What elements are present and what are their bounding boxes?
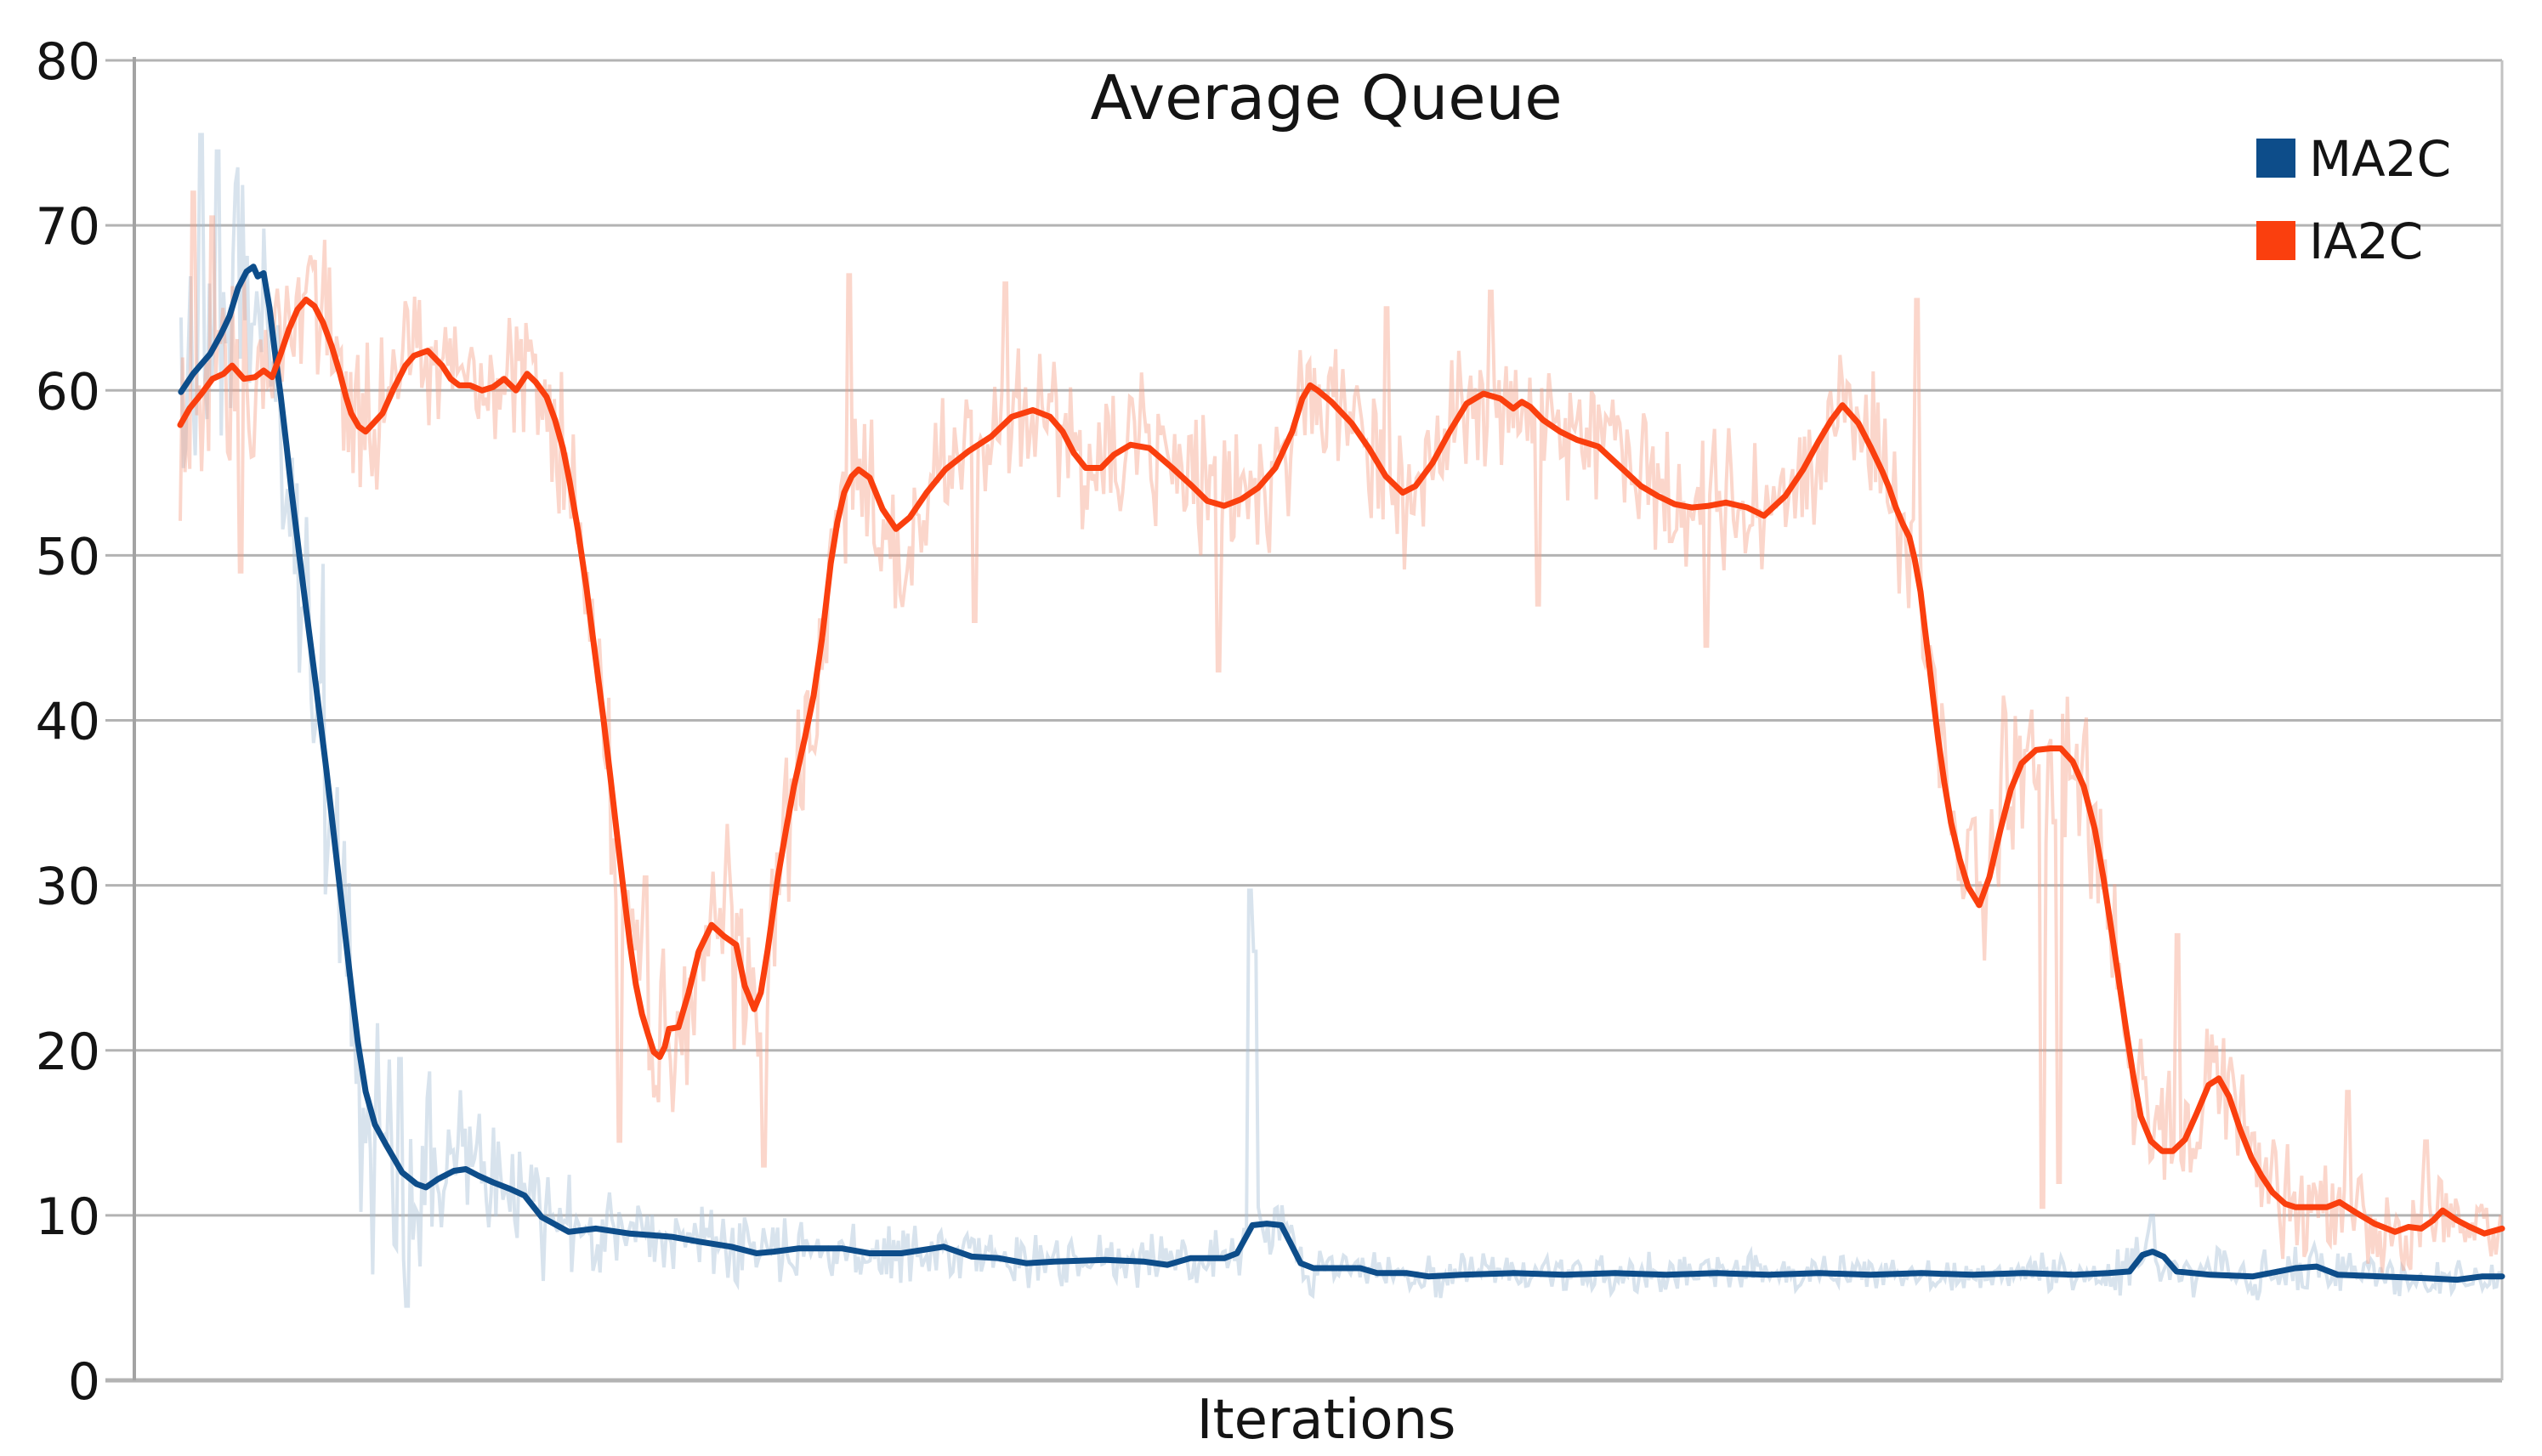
y-tick-label: 80 <box>36 32 100 92</box>
x-axis-label: Iterations <box>1197 1389 1456 1452</box>
y-tick-label: 70 <box>36 197 100 257</box>
legend-swatch-ma2c <box>2256 139 2295 178</box>
y-tick-label: 40 <box>36 693 100 752</box>
y-tick-label: 10 <box>36 1187 100 1247</box>
ia2c-raw-line <box>179 190 2503 1273</box>
chart-title: Average Queue <box>1090 62 1562 133</box>
ia2c-line <box>177 297 2505 1237</box>
legend-swatch-ia2c <box>2256 221 2295 260</box>
y-tick-label: 50 <box>36 527 100 586</box>
y-tick-label: 30 <box>36 858 100 917</box>
y-tick-label: 20 <box>36 1023 100 1082</box>
grid-and-axes: 0 10 20 30 40 50 60 70 80 <box>36 32 2504 1412</box>
legend-label-ma2c: MA2C <box>2309 130 2451 188</box>
legend-label-ia2c: IA2C <box>2309 212 2423 270</box>
y-tick-label: 0 <box>68 1352 100 1412</box>
legend: MA2C IA2C <box>2256 130 2451 270</box>
ma2c-line <box>178 263 2505 1283</box>
y-tick-label: 60 <box>36 362 100 422</box>
